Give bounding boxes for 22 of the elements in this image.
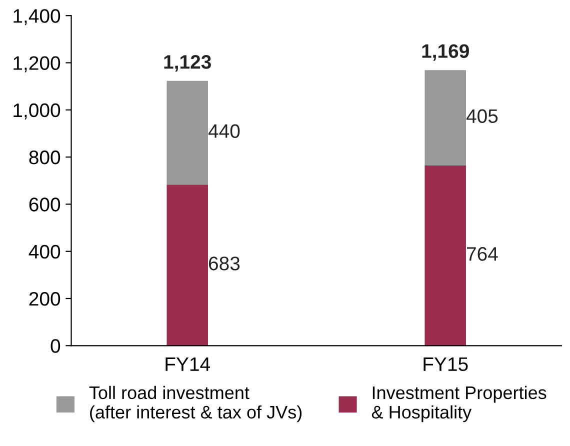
y-tick-label: 1,200 — [14, 56, 60, 72]
bar — [166, 80, 208, 185]
x-tick-label: FY14 — [166, 357, 210, 371]
total-label: 1,123 — [164, 55, 211, 72]
data-label: 405 — [466, 109, 498, 124]
bar — [424, 166, 466, 346]
legend-label: Toll road investment (after interest & tax of JVs) — [89, 386, 302, 422]
x-tick-label: FY15 — [424, 357, 468, 372]
y-tick-label: 0 — [50, 339, 60, 353]
bar — [424, 70, 466, 166]
y-tick-label: 1,000 — [14, 103, 60, 120]
data-label: 683 — [208, 256, 240, 270]
y-tick-label: 800 — [29, 150, 60, 164]
y-tick-label: 1,400 — [14, 9, 60, 26]
data-label: 440 — [208, 124, 240, 138]
data-label: 764 — [466, 247, 498, 261]
y-tick-label: 400 — [28, 244, 60, 259]
total-label: 1,169 — [422, 44, 469, 61]
legend-label: Investment Properties & Hospitality — [372, 386, 546, 422]
bar — [166, 184, 208, 346]
y-tick-label: 200 — [29, 292, 60, 306]
y-tick-label: 600 — [29, 198, 60, 212]
